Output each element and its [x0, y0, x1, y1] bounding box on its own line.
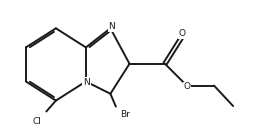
Text: Cl: Cl — [32, 117, 41, 126]
Text: O: O — [178, 29, 185, 38]
Text: Br: Br — [120, 110, 130, 119]
Text: N: N — [83, 78, 90, 87]
Text: O: O — [183, 82, 190, 92]
Text: N: N — [109, 22, 115, 32]
